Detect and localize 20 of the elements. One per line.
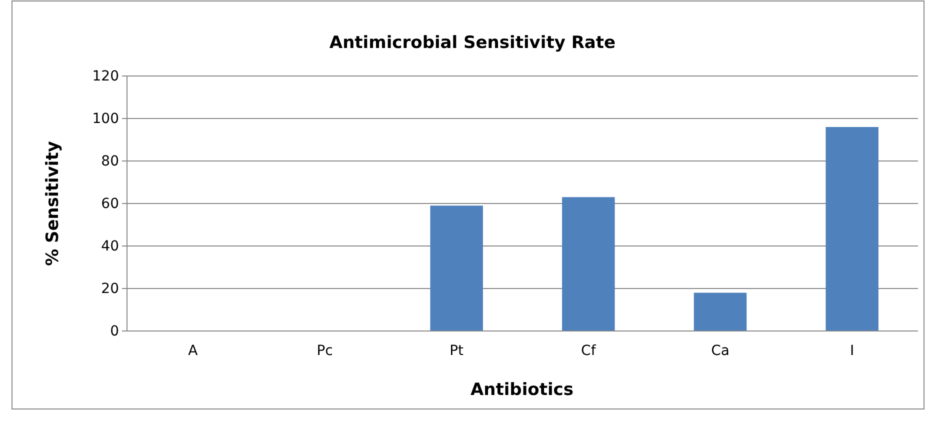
bar (430, 206, 483, 331)
y-tick-label: 0 (110, 323, 119, 340)
bar (694, 292, 747, 331)
x-axis-title: Antibiotics (470, 380, 574, 400)
bar (826, 127, 878, 331)
y-tick-label: 60 (101, 196, 119, 212)
x-tick-label: A (188, 342, 198, 359)
x-tick-label: I (850, 342, 854, 359)
x-tick-label: Pc (316, 342, 333, 359)
x-tick-label: Pt (450, 342, 464, 359)
x-tick-label: Ca (711, 342, 730, 359)
y-tick-label: 40 (101, 238, 119, 254)
bar (562, 197, 615, 331)
y-tick-label: 80 (101, 153, 119, 170)
y-tick-label: 100 (92, 110, 119, 127)
chart-title: Antimicrobial Sensitivity Rate (329, 33, 616, 53)
y-tick-label: 120 (92, 68, 119, 84)
x-tick-label: Cf (581, 342, 597, 359)
y-axis-title: % Sensitivity (43, 141, 63, 266)
y-tick-label: 20 (101, 280, 119, 297)
